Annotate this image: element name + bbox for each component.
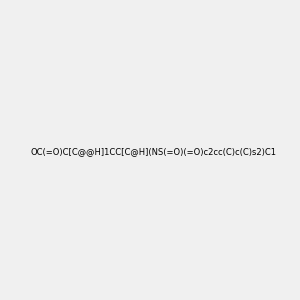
Text: OC(=O)C[C@@H]1CC[C@H](NS(=O)(=O)c2cc(C)c(C)s2)C1: OC(=O)C[C@@H]1CC[C@H](NS(=O)(=O)c2cc(C)c… — [31, 147, 277, 156]
